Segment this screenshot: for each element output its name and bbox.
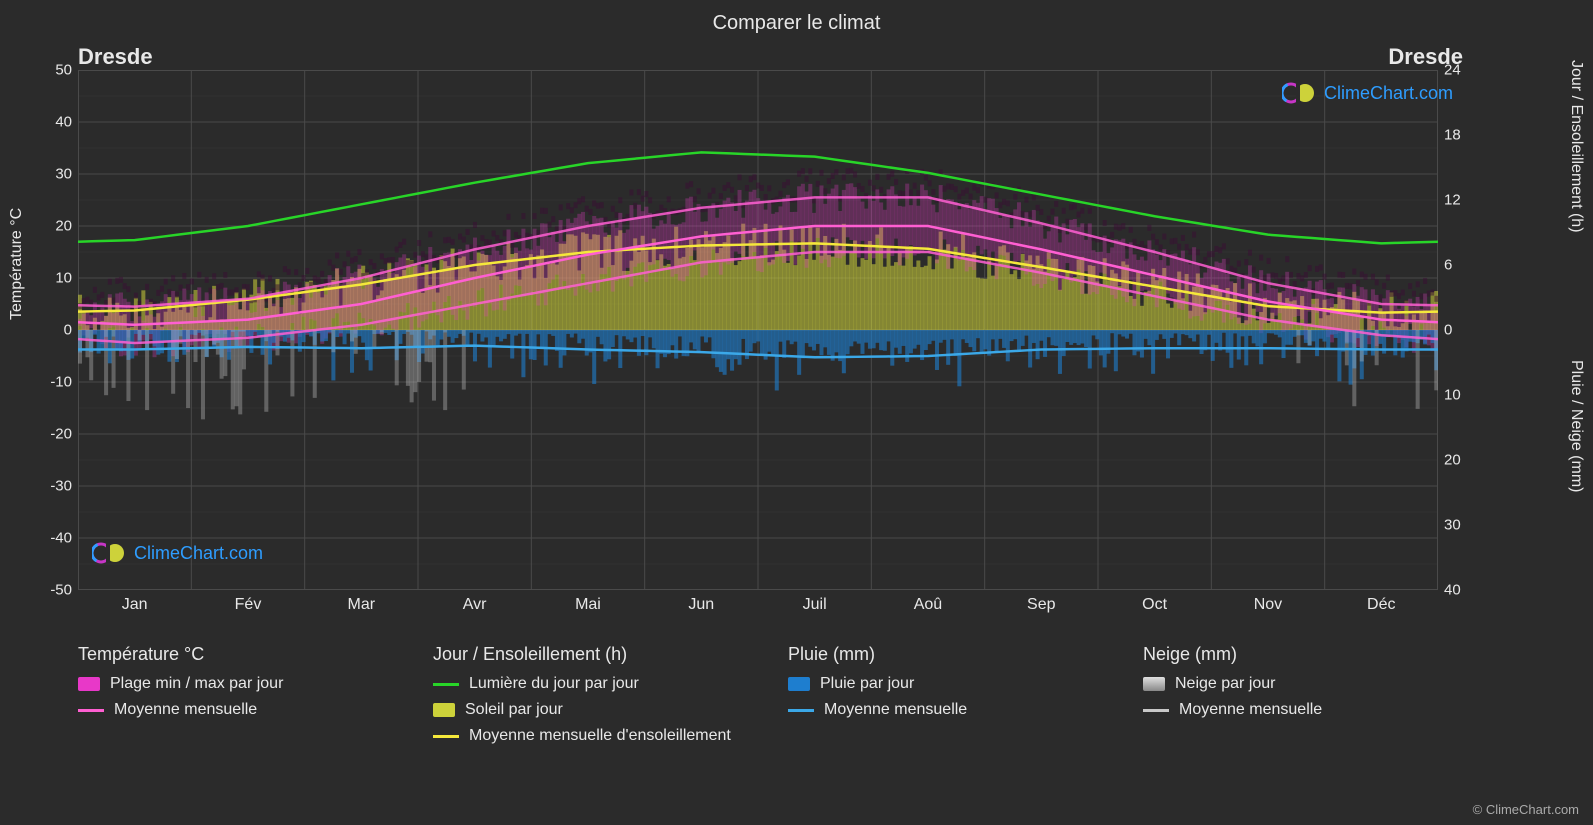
plot-svg [78, 70, 1438, 590]
y-tick-right-bottom: 40 [1438, 582, 1461, 599]
legend-line-daylight [433, 683, 459, 686]
legend-label: Plage min / max par jour [110, 675, 283, 693]
y-tick-left: 30 [55, 166, 78, 183]
legend-label: Neige par jour [1175, 675, 1276, 693]
month-tick: Déc [1325, 596, 1438, 620]
legend-label: Moyenne mensuelle [1179, 701, 1322, 719]
legend-header: Pluie (mm) [788, 644, 1127, 665]
legend-swatch-sun [433, 703, 455, 717]
legend-label: Moyenne mensuelle [114, 701, 257, 719]
copyright-text: © ClimeChart.com [1473, 802, 1579, 817]
y-axis-right-bottom-label: Pluie / Neige (mm) [1567, 360, 1585, 492]
plot-area: -50-40-30-20-100102030405006121824102030… [78, 70, 1438, 590]
month-tick: Aoû [871, 596, 984, 620]
y-tick-left: -40 [50, 530, 78, 547]
month-tick: Sep [985, 596, 1098, 620]
y-tick-left: -50 [50, 582, 78, 599]
brand-logo-icon [92, 540, 126, 566]
legend-label: Moyenne mensuelle [824, 701, 967, 719]
y-tick-right-top: 24 [1438, 62, 1461, 79]
month-tick: Fév [191, 596, 304, 620]
month-tick: Juil [758, 596, 871, 620]
legend-line-rainmean [788, 709, 814, 712]
month-tick: Oct [1098, 596, 1211, 620]
y-tick-left: -20 [50, 426, 78, 443]
chart-title: Comparer le climat [0, 12, 1593, 35]
legend-swatch-rain [788, 677, 810, 691]
legend-header: Jour / Ensoleillement (h) [433, 644, 772, 665]
brand-text: ClimeChart.com [134, 543, 263, 564]
y-tick-left: 0 [64, 322, 78, 339]
y-tick-right-top: 6 [1438, 257, 1452, 274]
month-tick: Jun [645, 596, 758, 620]
legend-line-snowmean [1143, 709, 1169, 712]
legend-label: Lumière du jour par jour [469, 675, 639, 693]
watermark-top-right: ClimeChart.com [1282, 80, 1453, 106]
brand-text: ClimeChart.com [1324, 83, 1453, 104]
legend-label: Soleil par jour [465, 701, 563, 719]
y-tick-left: -10 [50, 374, 78, 391]
legend-swatch-temp-range [78, 677, 100, 691]
legend-line-sunmean [433, 735, 459, 738]
y-tick-left: 50 [55, 62, 78, 79]
legend-col-temperature: Température °C Plage min / max par jour … [78, 638, 433, 753]
legend-swatch-snow [1143, 677, 1165, 691]
month-tick: Mar [305, 596, 418, 620]
y-tick-right-bottom: 30 [1438, 517, 1461, 534]
y-axis-left-label: Température °C [8, 208, 26, 320]
y-tick-left: 40 [55, 114, 78, 131]
y-tick-right-top: 18 [1438, 127, 1461, 144]
month-tick: Mai [531, 596, 644, 620]
y-axis-right-top-label: Jour / Ensoleillement (h) [1567, 60, 1585, 233]
legend-header: Température °C [78, 644, 417, 665]
y-tick-left: -30 [50, 478, 78, 495]
y-tick-right-top: 12 [1438, 192, 1461, 209]
y-tick-right-top: 0 [1438, 322, 1452, 339]
city-label-left: Dresde [78, 44, 153, 70]
month-tick: Avr [418, 596, 531, 620]
y-tick-right-bottom: 10 [1438, 387, 1461, 404]
legend-label: Moyenne mensuelle d'ensoleillement [469, 727, 731, 745]
legend-label: Pluie par jour [820, 675, 914, 693]
watermark-bottom-left: ClimeChart.com [92, 540, 263, 566]
x-axis-month-ticks: JanFévMarAvrMaiJunJuilAoûSepOctNovDéc [78, 596, 1438, 620]
climate-chart-root: Comparer le climat Dresde Dresde Tempéra… [0, 0, 1593, 825]
month-tick: Jan [78, 596, 191, 620]
legend: Température °C Plage min / max par jour … [78, 638, 1498, 753]
y-tick-left: 10 [55, 270, 78, 287]
legend-header: Neige (mm) [1143, 644, 1482, 665]
month-tick: Nov [1211, 596, 1324, 620]
legend-line-temp-mean [78, 709, 104, 712]
y-tick-right-bottom: 20 [1438, 452, 1461, 469]
y-tick-left: 20 [55, 218, 78, 235]
legend-col-daylight: Jour / Ensoleillement (h) Lumière du jou… [433, 638, 788, 753]
brand-logo-icon [1282, 80, 1316, 106]
legend-col-snow: Neige (mm) Neige par jour Moyenne mensue… [1143, 638, 1498, 753]
legend-col-rain: Pluie (mm) Pluie par jour Moyenne mensue… [788, 638, 1143, 753]
